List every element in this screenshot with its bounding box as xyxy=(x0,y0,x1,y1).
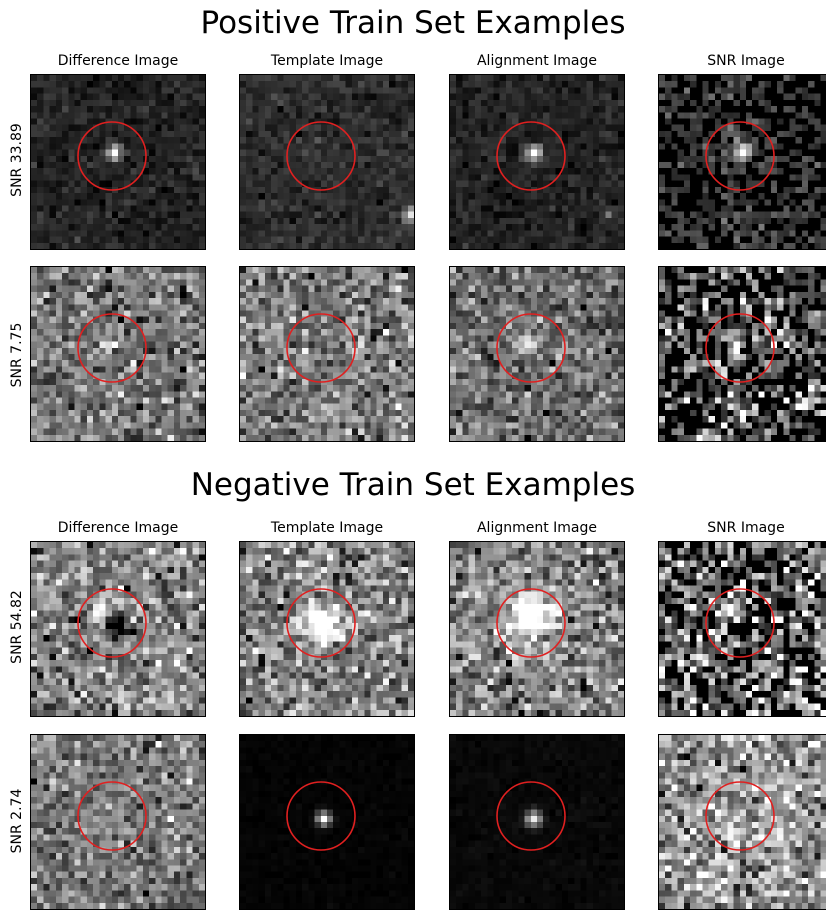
image-panel-snr-row4 xyxy=(658,734,826,910)
row-label-negative-1: SNR 54.82 xyxy=(9,590,25,664)
negative-section-title: Negative Train Set Examples xyxy=(190,467,636,503)
pixel-image xyxy=(239,266,415,442)
col-label-difference-neg: Difference Image xyxy=(57,520,179,536)
pixel-image xyxy=(449,541,625,717)
pixel-image xyxy=(449,734,625,910)
target-circle xyxy=(705,313,775,383)
target-circle xyxy=(705,781,775,851)
pixel-image xyxy=(30,734,206,910)
image-panel-difference-row1 xyxy=(30,74,206,250)
pixel-image xyxy=(658,734,826,910)
image-panel-difference-row2 xyxy=(30,266,206,442)
image-panel-alignment-row1 xyxy=(449,74,625,250)
image-panel-template-row3 xyxy=(239,541,415,717)
target-circle-overlay xyxy=(496,313,566,383)
target-circle-overlay xyxy=(496,781,566,851)
pixel-image xyxy=(449,266,625,442)
pixel-image xyxy=(658,541,826,717)
pixel-image xyxy=(239,734,415,910)
pixel-image xyxy=(30,541,206,717)
target-circle-overlay xyxy=(286,313,356,383)
target-circle xyxy=(286,313,356,383)
image-panel-snr-row1 xyxy=(658,74,826,250)
pixel-image xyxy=(239,541,415,717)
target-circle xyxy=(77,313,147,383)
col-label-alignment-neg: Alignment Image xyxy=(476,520,598,536)
target-circle-overlay xyxy=(77,313,147,383)
target-circle-overlay xyxy=(496,588,566,658)
target-circle-overlay xyxy=(286,588,356,658)
target-circle-overlay xyxy=(77,588,147,658)
row-label-positive-1: SNR 33.89 xyxy=(9,123,25,197)
target-circle-overlay xyxy=(705,781,775,851)
target-circle xyxy=(496,313,566,383)
col-label-snr: SNR Image xyxy=(707,53,785,69)
col-label-difference: Difference Image xyxy=(57,53,179,69)
col-label-template-neg: Template Image xyxy=(270,520,384,536)
target-circle xyxy=(77,588,147,658)
pixel-image xyxy=(30,266,206,442)
image-panel-snr-row2 xyxy=(658,266,826,442)
pixel-image xyxy=(658,74,826,250)
target-circle xyxy=(286,121,356,191)
target-circle xyxy=(286,588,356,658)
row-label-negative-2: SNR 2.74 xyxy=(9,788,25,854)
target-circle-overlay xyxy=(286,121,356,191)
target-circle xyxy=(496,121,566,191)
target-circle-overlay xyxy=(705,121,775,191)
positive-section-title: Positive Train Set Examples xyxy=(200,5,626,41)
target-circle-overlay xyxy=(705,313,775,383)
image-panel-difference-row4 xyxy=(30,734,206,910)
target-circle-overlay xyxy=(496,121,566,191)
image-panel-template-row1 xyxy=(239,74,415,250)
image-panel-template-row4 xyxy=(239,734,415,910)
image-panel-difference-row3 xyxy=(30,541,206,717)
target-circle-overlay xyxy=(77,121,147,191)
col-label-template: Template Image xyxy=(270,53,384,69)
target-circle xyxy=(286,781,356,851)
target-circle xyxy=(496,588,566,658)
col-label-alignment: Alignment Image xyxy=(476,53,598,69)
col-label-snr-neg: SNR Image xyxy=(707,520,785,536)
target-circle xyxy=(705,121,775,191)
target-circle-overlay xyxy=(286,781,356,851)
target-circle-overlay xyxy=(77,781,147,851)
image-panel-alignment-row2 xyxy=(449,266,625,442)
pixel-image xyxy=(658,266,826,442)
row-label-positive-2: SNR 7.75 xyxy=(9,322,25,388)
image-panel-alignment-row4 xyxy=(449,734,625,910)
pixel-image xyxy=(239,74,415,250)
target-circle xyxy=(77,121,147,191)
target-circle xyxy=(77,781,147,851)
image-panel-template-row2 xyxy=(239,266,415,442)
image-panel-alignment-row3 xyxy=(449,541,625,717)
pixel-image xyxy=(30,74,206,250)
target-circle-overlay xyxy=(705,588,775,658)
target-circle xyxy=(705,588,775,658)
pixel-image xyxy=(449,74,625,250)
target-circle xyxy=(496,781,566,851)
image-panel-snr-row3 xyxy=(658,541,826,717)
